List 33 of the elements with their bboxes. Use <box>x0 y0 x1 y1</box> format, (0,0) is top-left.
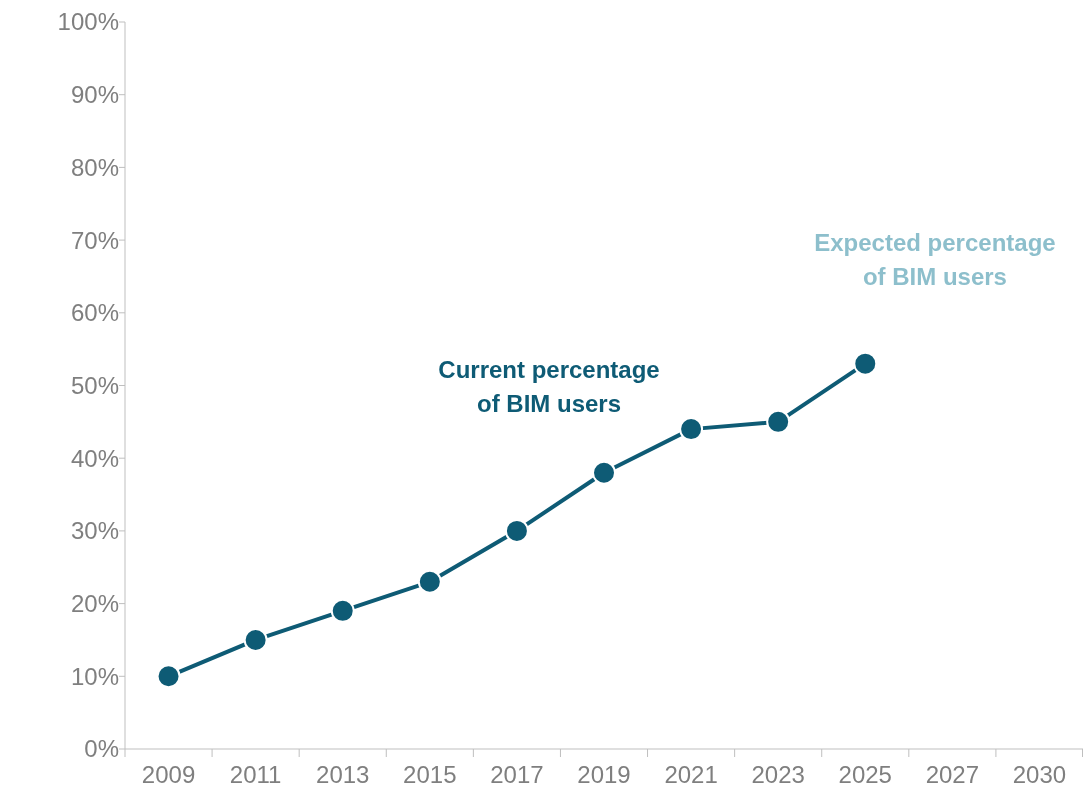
point <box>330 598 355 623</box>
x-tick-label: 2009 <box>141 761 196 788</box>
y-tick-label: 70% <box>70 226 119 254</box>
y-tick-label: 0% <box>84 735 119 763</box>
annotation: Expected percentage of BIM users <box>814 229 1056 291</box>
x-tick-label: 2023 <box>751 761 805 788</box>
x-tick-label: 2030 <box>1012 761 1067 788</box>
x-tick-label: 2013 <box>316 761 370 788</box>
point <box>504 518 529 543</box>
point <box>592 460 616 485</box>
y-tick-label: 40% <box>70 444 119 472</box>
point <box>766 409 791 434</box>
point <box>679 417 704 442</box>
x-tick-label: 2017 <box>490 761 544 788</box>
x-tick-label: 2021 <box>664 761 718 788</box>
y-tick-label: 100% <box>57 8 119 36</box>
y-tick-label: 30% <box>70 517 119 545</box>
y-tick-label: 50% <box>70 371 119 399</box>
y-tick-label: 90% <box>70 81 119 109</box>
x-tick-label: 2027 <box>925 761 980 788</box>
x-tick-label: 2015 <box>403 761 457 788</box>
x-tick-label: 2019 <box>577 761 631 788</box>
point <box>853 351 878 376</box>
point <box>417 569 442 594</box>
point <box>156 664 181 689</box>
point <box>243 627 268 652</box>
x-tick-label: 2025 <box>838 761 892 788</box>
y-tick-label: 10% <box>70 662 119 690</box>
x-tick-label: 2011 <box>229 761 282 788</box>
annotation: Current percentage of BIM users <box>438 356 660 418</box>
y-tick-label: 20% <box>70 590 119 617</box>
y-tick-label: 60% <box>70 299 119 327</box>
y-tick-label: 80% <box>70 153 119 181</box>
